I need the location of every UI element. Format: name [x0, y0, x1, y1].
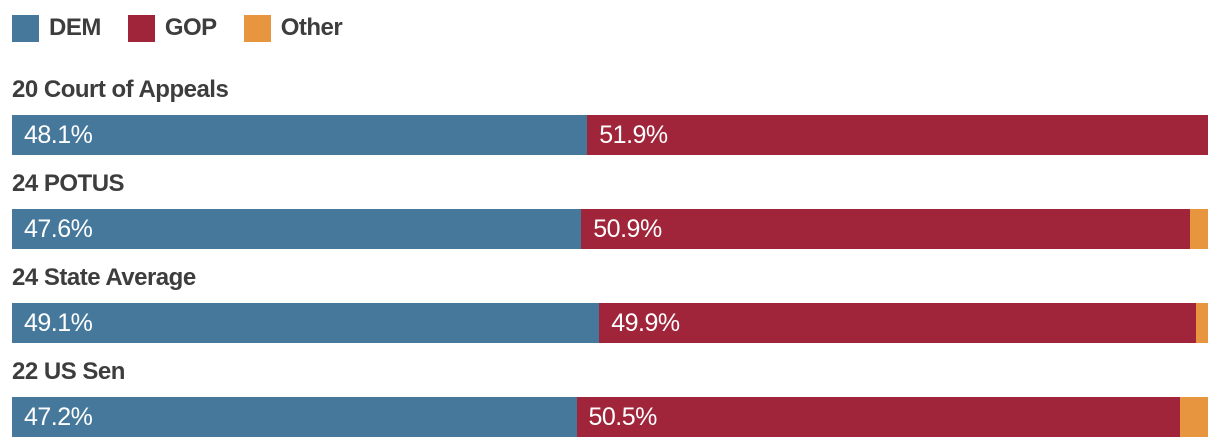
bar-segment-other — [1180, 397, 1208, 437]
gop-swatch-icon — [127, 14, 155, 42]
gop-value-label: 49.9% — [611, 308, 680, 337]
bar-segment-gop: 50.9% — [581, 209, 1191, 249]
bar-row: 49.1% 49.9% — [12, 303, 1208, 343]
dem-value-label: 49.1% — [24, 308, 93, 337]
bar-segment-other — [1196, 303, 1208, 343]
gop-value-label: 51.9% — [599, 120, 668, 149]
gop-value-label: 50.9% — [593, 214, 662, 243]
legend-item-gop: GOP — [127, 14, 217, 42]
legend-item-other: Other — [243, 14, 343, 42]
bar-segment-other — [1190, 209, 1208, 249]
bar-segment-dem: 49.1% — [12, 303, 600, 343]
dem-value-label: 47.6% — [24, 214, 93, 243]
bar-row: 47.6% 50.9% — [12, 209, 1208, 249]
bar-segment-gop: 51.9% — [587, 115, 1208, 155]
bar-segment-gop: 49.9% — [599, 303, 1197, 343]
bar-segment-dem: 47.2% — [12, 397, 577, 437]
chart-row: 24 POTUS 47.6% 50.9% — [12, 169, 1208, 249]
chart-row: 24 State Average 49.1% 49.9% — [12, 263, 1208, 343]
legend-item-dem: DEM — [12, 14, 101, 42]
bar-segment-dem: 48.1% — [12, 115, 588, 155]
bar-row: 47.2% 50.5% — [12, 397, 1208, 437]
dem-value-label: 48.1% — [24, 120, 93, 149]
chart-row: 20 Court of Appeals 48.1% 51.9% — [12, 75, 1208, 155]
bar-segment-gop: 50.5% — [576, 397, 1181, 437]
chart-row: 22 US Sen 47.2% 50.5% — [12, 357, 1208, 437]
dem-swatch-icon — [12, 14, 39, 42]
legend-label-dem: DEM — [49, 14, 101, 41]
dem-value-label: 47.2% — [24, 402, 93, 431]
gop-value-label: 50.5% — [588, 402, 658, 431]
stacked-bar-chart: 20 Court of Appeals 48.1% 51.9% 24 POTUS… — [12, 75, 1208, 437]
row-heading: 22 US Sen — [12, 358, 125, 385]
legend: DEM GOP Other — [12, 0, 1208, 42]
legend-label-gop: GOP — [164, 14, 217, 41]
row-heading: 24 POTUS — [12, 170, 125, 197]
row-heading: 24 State Average — [12, 264, 196, 291]
row-heading: 20 Court of Appeals — [12, 76, 229, 103]
other-swatch-icon — [243, 14, 271, 42]
legend-label-other: Other — [280, 14, 343, 41]
bar-segment-dem: 47.6% — [12, 209, 582, 249]
bar-row: 48.1% 51.9% — [12, 115, 1208, 155]
